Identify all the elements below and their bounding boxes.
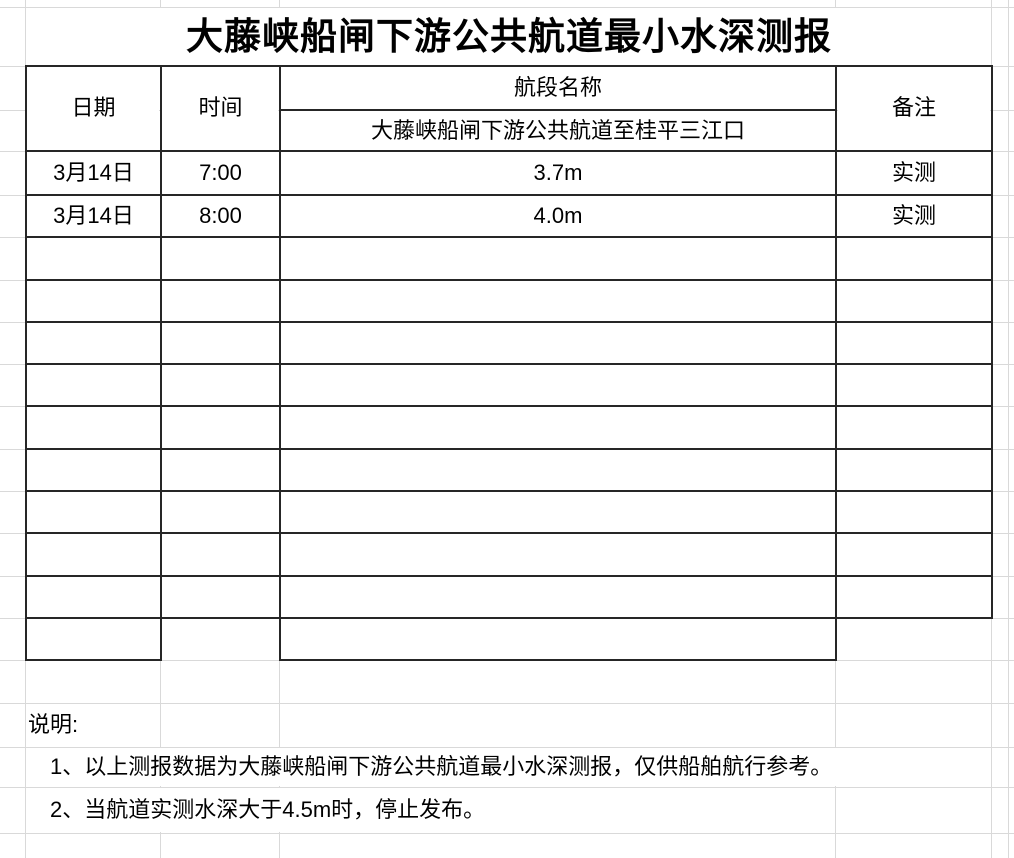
note-item-2[interactable]: 2、当航道实测水深大于4.5m时，停止发布。	[50, 797, 486, 822]
table-border-h	[25, 659, 162, 661]
gridline-h	[0, 787, 1014, 788]
table-border-h	[25, 236, 993, 238]
row1-remark-cell[interactable]: 实测	[891, 159, 936, 185]
note-item-1[interactable]: 1、以上测报数据为大藤峡船闸下游公共航道最小水深测报，仅供船舶航行参考。	[50, 754, 833, 779]
gridline-h	[0, 833, 1014, 834]
row2-time-cell[interactable]: 8:00	[199, 203, 242, 228]
table-border-h	[25, 405, 993, 407]
notes-label[interactable]: 说明:	[28, 712, 79, 737]
table-border-h	[279, 659, 837, 661]
merged-cell-mask-remark-header	[838, 68, 990, 149]
merged-cell-mask-title	[27, 8, 990, 65]
table-border-h	[25, 65, 993, 67]
gridline-h	[0, 7, 1014, 8]
merged-cell-mask-date-header	[27, 68, 159, 149]
table-border-h	[25, 448, 993, 450]
table-border-v	[991, 65, 993, 619]
row1-depth-cell[interactable]: 3.7m	[533, 159, 583, 185]
table-border-h	[25, 490, 993, 492]
overflow-mask-note-1	[27, 748, 990, 786]
header-cell-segment-name[interactable]: 大藤峡船闸下游公共航道至桂平三江口	[370, 117, 745, 143]
gridline-v	[1008, 0, 1009, 858]
row2-depth-cell[interactable]: 4.0m	[533, 203, 583, 228]
table-border-h	[25, 617, 993, 619]
table-border-h	[25, 532, 993, 534]
table-border-h	[25, 321, 993, 323]
table-border-v	[25, 65, 27, 661]
table-border-h	[279, 109, 837, 111]
row2-remark-cell[interactable]: 实测	[891, 203, 936, 228]
header-cell-remark[interactable]: 备注	[891, 95, 936, 120]
header-cell-time[interactable]: 时间	[198, 95, 243, 120]
table-border-v	[279, 65, 281, 661]
merged-cell-mask-time-header	[162, 68, 278, 149]
table-border-h	[25, 279, 993, 281]
table-border-h	[25, 575, 993, 577]
row1-time-cell[interactable]: 7:00	[199, 159, 242, 185]
table-border-h	[25, 194, 993, 196]
gridline-h	[0, 703, 1014, 704]
header-cell-date[interactable]: 日期	[71, 95, 116, 120]
row1-date-cell[interactable]: 3月14日	[53, 159, 134, 185]
row2-date-cell[interactable]: 3月14日	[53, 203, 134, 228]
gridline-h	[0, 747, 1014, 748]
header-cell-segment[interactable]: 航段名称	[513, 74, 602, 100]
table-border-h	[25, 150, 993, 152]
report-title[interactable]: 大藤峡船闸下游公共航道最小水深测报	[186, 15, 832, 57]
table-border-v	[160, 65, 162, 661]
overflow-mask-note-2	[27, 788, 833, 832]
table-border-v	[835, 65, 837, 661]
table-border-h	[25, 363, 993, 365]
